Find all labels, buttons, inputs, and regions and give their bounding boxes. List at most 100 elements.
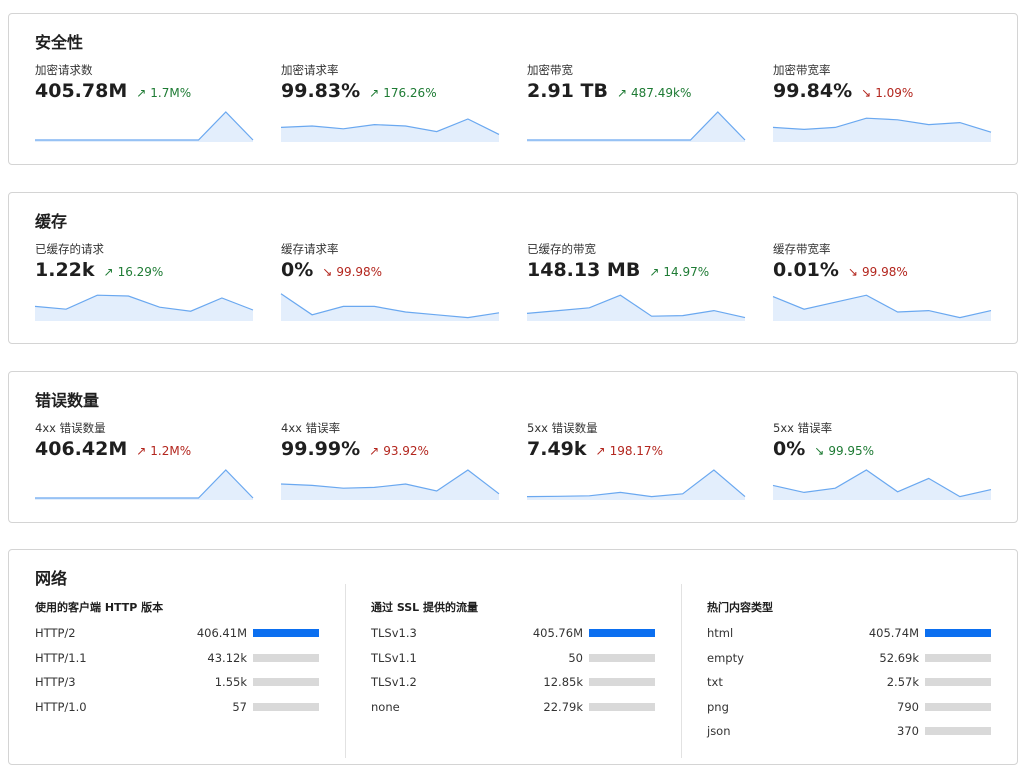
arrow-up-right-icon: ↗ <box>616 86 627 100</box>
section-title: 安全性 <box>35 33 84 52</box>
sparkline-area <box>527 112 745 142</box>
arrow-down-right-icon: ↘ <box>322 265 333 279</box>
sparkline-chart <box>35 111 254 142</box>
metric-value-row: 0.01% ↘ 99.98% <box>773 259 991 285</box>
network-row: TLSv1.3 405.76M <box>371 622 655 647</box>
metric-block: 5xx 错误率 0% ↘ 99.95% <box>772 420 992 500</box>
network-row-bar <box>925 702 991 711</box>
metric-value-row: 99.99% ↗ 93.92% <box>281 438 499 464</box>
metric-block: 已缓存的带宽 148.13 MB ↗ 14.97% <box>526 241 746 321</box>
network-col-http-versions: 使用的客户端 HTTP 版本 HTTP/2 406.41M HTTP/1.1 43.1… <box>35 600 319 720</box>
metric-value: 1.22k <box>35 259 95 281</box>
metric-change-value: 198.17% <box>609 444 663 458</box>
network-row: HTTP/1.0 57 <box>35 696 319 721</box>
network-col-title: 使用的客户端 HTTP 版本 <box>35 601 164 614</box>
sparkline-area <box>527 470 745 500</box>
metric-change-value: 14.97% <box>663 265 710 279</box>
sparkline-chart <box>526 294 746 321</box>
metric-value: 0% <box>281 259 314 281</box>
sparkline-chart <box>772 294 992 321</box>
metric-change: ↗ 176.26% <box>369 86 436 100</box>
sparkline-area <box>281 470 499 500</box>
network-row-bar <box>253 653 319 662</box>
arrow-up-right-icon: ↗ <box>369 86 380 100</box>
metric-block: 已缓存的请求 1.22k ↗ 16.29% <box>34 241 254 321</box>
metric-value: 7.49k <box>527 438 587 460</box>
sparkline-line <box>280 293 500 319</box>
metric-block: 缓存带宽率 0.01% ↘ 99.98% <box>772 241 992 321</box>
metric-value: 2.91 TB <box>527 80 608 102</box>
arrow-up-right-icon: ↗ <box>136 86 147 100</box>
sparkline-chart <box>280 293 500 321</box>
network-row: HTTP/1.1 43.12k <box>35 647 319 672</box>
metric-change-value: 176.26% <box>383 86 437 100</box>
network-row-name: HTTP/1.1 <box>35 650 87 665</box>
sparkline-area <box>35 295 253 321</box>
section-title: 缓存 <box>35 212 68 231</box>
sparkline-area <box>281 293 499 321</box>
sparkline-chart <box>527 111 746 142</box>
sparkline-line <box>280 469 500 495</box>
metric-value: 406.42M <box>35 438 128 460</box>
network-row-bar <box>589 702 655 711</box>
metric-block: 4xx 错误率 99.99% ↗ 93.92% <box>280 420 500 500</box>
network-row-value: 22.79k <box>543 699 583 714</box>
network-row-bar <box>925 727 991 736</box>
arrow-up-right-icon: ↗ <box>649 265 660 279</box>
metric-value-row: 0% ↘ 99.98% <box>281 259 499 285</box>
metric-value-row: 0% ↘ 99.95% <box>773 438 991 464</box>
metric-value-row: 406.42M ↗ 1.2M% <box>35 438 253 464</box>
metric-change: ↗ 16.29% <box>104 265 164 279</box>
network-row: none 22.79k <box>371 696 655 721</box>
network-row-name: HTTP/2 <box>35 626 76 640</box>
metric-block: 缓存请求率 0% ↘ 99.98% <box>280 241 500 321</box>
metric-change: ↗ 1.2M% <box>136 444 191 458</box>
network-row-name: json <box>707 724 731 739</box>
metric-change: ↘ 99.95% <box>814 444 874 458</box>
metric-label: 缓存带宽率 <box>773 242 831 256</box>
section-title: 错误数量 <box>35 391 100 410</box>
network-row: json 370 <box>707 720 991 745</box>
metric-label: 5xx 错误数量 <box>527 421 598 435</box>
sparkline-area <box>281 119 499 142</box>
network-row-bar <box>925 653 991 662</box>
arrow-down-right-icon: ↘ <box>814 444 825 458</box>
metric-block: 加密带宽率 99.84% ↘ 1.09% <box>772 62 992 142</box>
network-row-name: HTTP/1.0 <box>35 699 87 714</box>
arrow-down-right-icon: ↘ <box>861 86 872 100</box>
sparkline-chart <box>526 469 746 500</box>
sparkline-line <box>772 469 992 498</box>
network-row-name: HTTP/3 <box>35 675 76 690</box>
column-divider <box>681 584 682 758</box>
sparkline-line <box>35 111 254 141</box>
metric-value: 0.01% <box>773 259 839 281</box>
arrow-up-right-icon: ↗ <box>103 265 114 279</box>
network-row-bar <box>589 678 655 687</box>
network-row: png 790 <box>707 696 991 721</box>
arrow-down-right-icon: ↘ <box>847 265 858 279</box>
network-rows: html 405.74M empty 52.69k txt 2.57k png 790 json… <box>707 622 991 745</box>
arrow-up-right-icon: ↗ <box>136 444 147 458</box>
sparkline-chart <box>772 469 992 500</box>
metric-change: ↗ 14.97% <box>649 265 709 279</box>
metric-label: 加密请求率 <box>281 63 339 77</box>
network-row-name: html <box>707 626 734 640</box>
sparkline-chart <box>35 469 254 500</box>
metric-block: 加密带宽 2.91 TB ↗ 487.49k% <box>527 62 746 142</box>
metric-value-row: 1.22k ↗ 16.29% <box>35 259 253 285</box>
metric-value-row: 2.91 TB ↗ 487.49k% <box>527 80 745 106</box>
metric-value-row: 99.84% ↘ 1.09% <box>773 80 991 106</box>
network-row-value: 405.74M <box>868 626 919 640</box>
sparkline-chart <box>280 118 500 142</box>
metric-change: ↘ 99.98% <box>322 265 382 279</box>
metric-label: 加密请求数 <box>35 63 93 77</box>
metric-value: 405.78M <box>35 80 128 102</box>
network-row-value: 57 <box>232 699 247 714</box>
network-row: html 405.74M <box>707 622 991 647</box>
metric-label: 加密带宽率 <box>773 63 831 77</box>
sparkline-area <box>773 118 991 142</box>
network-row-bar <box>253 629 319 637</box>
column-divider <box>345 584 346 758</box>
metric-change-value: 99.95% <box>828 444 875 458</box>
metric-change-value: 99.98% <box>861 265 908 279</box>
